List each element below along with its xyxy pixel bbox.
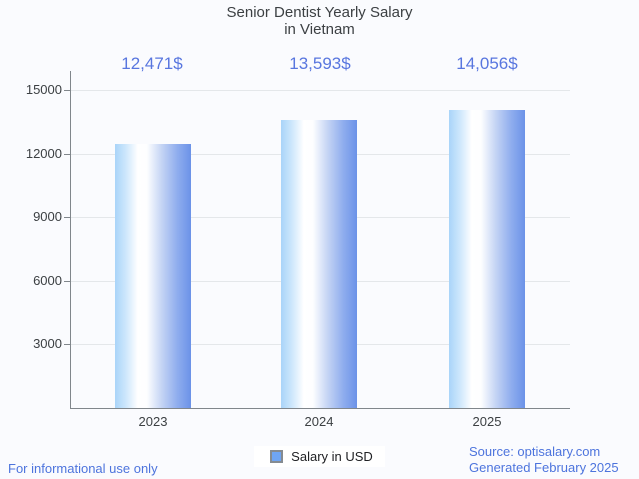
chart-title: Senior Dentist Yearly Salary in Vietnam	[0, 4, 639, 38]
ytick-label-6000: 6000	[33, 273, 62, 288]
bar-2023	[115, 144, 191, 408]
legend-swatch-icon	[270, 450, 284, 463]
bar-2024	[281, 120, 357, 408]
ytick-12000	[64, 154, 70, 155]
source-block: Source: optisalary.com Generated Februar…	[469, 444, 619, 476]
y-axis-line	[70, 71, 71, 408]
ytick-15000	[64, 90, 70, 91]
legend-item-salary-in-usd: Salary in USD	[254, 446, 385, 467]
xtick-label-2024: 2024	[304, 414, 334, 429]
bar-value-label-2025: 14,056$	[456, 54, 518, 73]
chart-title-line1: Senior Dentist Yearly Salary	[226, 4, 413, 21]
bar-value-label-2024: 13,593$	[289, 54, 351, 73]
source-text: Source: optisalary.com	[469, 444, 601, 459]
ytick-label-12000: 12000	[25, 146, 62, 161]
xtick-label-2023: 2023	[138, 414, 168, 429]
disclaimer-text: For informational use only	[8, 461, 158, 476]
bar-2025	[449, 110, 525, 408]
ytick-9000	[64, 217, 70, 218]
generated-text: Generated February 2025	[469, 460, 619, 475]
ytick-6000	[64, 281, 70, 282]
legend-label: Salary in USD	[291, 449, 373, 464]
chart-title-line2: in Vietnam	[284, 21, 355, 38]
ytick-label-15000: 15000	[25, 82, 62, 97]
ytick-label-9000: 9000	[33, 209, 62, 224]
gridline-15000	[71, 90, 570, 91]
ytick-label-3000: 3000	[33, 336, 62, 351]
x-axis-line	[70, 408, 570, 409]
ytick-3000	[64, 344, 70, 345]
bar-value-label-2023: 12,471$	[121, 54, 183, 73]
xtick-label-2025: 2025	[472, 414, 502, 429]
legend: Salary in USD	[0, 446, 639, 467]
